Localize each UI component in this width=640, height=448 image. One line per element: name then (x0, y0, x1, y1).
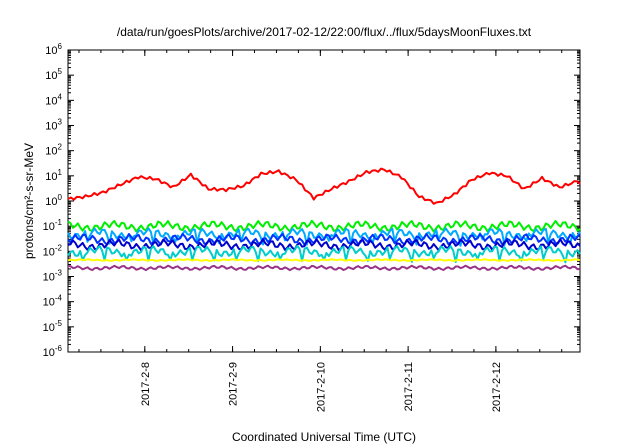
plot-frame (67, 49, 581, 353)
y-tick-label: 103 (45, 118, 62, 133)
series-line (67, 258, 581, 262)
series-line (68, 264, 581, 272)
y-tick-label: 10-6 (43, 344, 63, 359)
x-tick-label: 2017-2-12 (491, 362, 503, 412)
y-axis: 106 105 104 103 102 101 100 10-1 10-2 10-3 10-4 10-… (43, 42, 580, 359)
y-tick-label: 105 (45, 67, 62, 82)
y-tick-label: 100 (45, 193, 62, 208)
chart-title: /data/run/goesPlots/archive/2017-02-12/2… (117, 25, 532, 39)
x-tick-label: 2017-2-9 (228, 362, 240, 406)
y-tick-label: 101 (45, 168, 62, 183)
y-tick-label: 104 (45, 92, 62, 107)
y-tick-label: 10-2 (43, 243, 63, 258)
x-axis-label: Coordinated Universal Time (UTC) (232, 430, 416, 444)
y-tick-label: 106 (45, 42, 62, 57)
y-tick-label: 10-1 (43, 218, 63, 233)
series-layer (67, 167, 581, 272)
y-tick-label: 10-3 (43, 269, 63, 284)
series-line (67, 219, 581, 233)
y-axis-label: protons/cm²-s-sr-MeV (22, 143, 36, 259)
x-tick-label: 2017-2-10 (315, 362, 327, 412)
x-tick-label: 2017-2-11 (403, 362, 415, 411)
y-tick-label: 102 (45, 143, 62, 158)
x-tick-label: 2017-2-8 (140, 362, 152, 406)
y-tick-label: 10-5 (43, 319, 63, 334)
y-tick-label: 10-4 (43, 294, 63, 309)
series-line (67, 167, 581, 205)
x-axis: 2017-2-8 2017-2-9 2017-2-10 2017-2-11 2017-2… (78, 50, 563, 412)
